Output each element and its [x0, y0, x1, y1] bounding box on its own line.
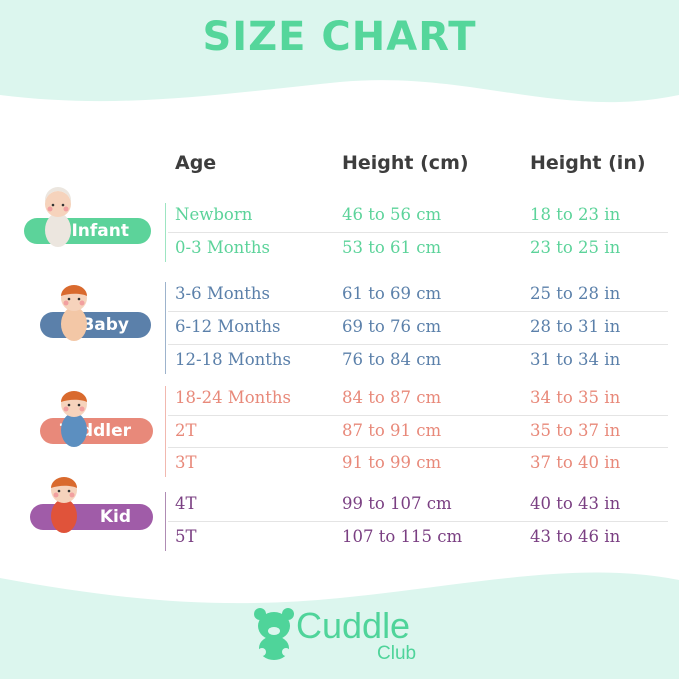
- cell-age: 18-24 Months: [175, 388, 291, 407]
- group-divider: [165, 203, 166, 262]
- row-separator: [168, 447, 668, 448]
- child-illustration-icon: [61, 285, 87, 341]
- cell-cm: 61 to 69 cm: [342, 284, 442, 303]
- bear-icon: [254, 608, 294, 660]
- cell-cm: 46 to 56 cm: [342, 205, 442, 224]
- group-divider: [165, 492, 166, 551]
- header-height-cm: Height (cm): [342, 152, 469, 174]
- category-badge-baby: Baby: [40, 312, 151, 338]
- cell-age: 3T: [175, 453, 197, 472]
- cell-age: Newborn: [175, 205, 253, 224]
- cell-cm: 99 to 107 cm: [342, 494, 452, 513]
- cell-age: 4T: [175, 494, 197, 513]
- logo-text-cuddle: Cuddle: [296, 605, 411, 646]
- cell-in: 40 to 43 in: [530, 494, 621, 513]
- header-age: Age: [175, 152, 217, 174]
- header-height-in: Height (in): [530, 152, 646, 174]
- category-badge-infant: Infant: [24, 218, 151, 244]
- cell-age: 5T: [175, 527, 197, 546]
- bottom-wave: [0, 572, 679, 679]
- cell-age: 3-6 Months: [175, 284, 270, 303]
- child-illustration-icon: [45, 187, 71, 247]
- page-title: SIZE CHART: [202, 14, 477, 60]
- child-illustration-icon: [51, 477, 77, 533]
- logo-text-club: Club: [377, 643, 417, 664]
- cell-in: 34 to 35 in: [530, 388, 621, 407]
- cell-cm: 107 to 115 cm: [342, 527, 463, 546]
- cell-cm: 87 to 91 cm: [342, 421, 442, 440]
- row-separator: [168, 311, 668, 312]
- cell-in: 23 to 25 in: [530, 238, 621, 257]
- row-separator: [168, 415, 668, 416]
- cell-in: 43 to 46 in: [530, 527, 621, 546]
- cell-in: 37 to 40 in: [530, 453, 621, 472]
- brand-logo: Cuddle Club: [252, 606, 416, 665]
- cell-in: 25 to 28 in: [530, 284, 621, 303]
- cell-cm: 53 to 61 cm: [342, 238, 442, 257]
- cell-age: 12-18 Months: [175, 350, 291, 369]
- row-separator: [168, 344, 668, 345]
- cell-cm: 76 to 84 cm: [342, 350, 442, 369]
- cell-in: 35 to 37 in: [530, 421, 621, 440]
- group-divider: [165, 282, 166, 374]
- cell-cm: 91 to 99 cm: [342, 453, 442, 472]
- top-wave: [0, 0, 679, 103]
- cell-cm: 84 to 87 cm: [342, 388, 442, 407]
- row-separator: [168, 232, 668, 233]
- cell-in: 28 to 31 in: [530, 317, 621, 336]
- cell-in: 31 to 34 in: [530, 350, 621, 369]
- cell-in: 18 to 23 in: [530, 205, 621, 224]
- cell-age: 0-3 Months: [175, 238, 270, 257]
- row-separator: [168, 521, 668, 522]
- cell-age: 6-12 Months: [175, 317, 281, 336]
- group-divider: [165, 386, 166, 477]
- cell-cm: 69 to 76 cm: [342, 317, 442, 336]
- child-illustration-icon: [61, 391, 87, 447]
- category-badge-kid: Kid: [30, 504, 153, 530]
- cell-age: 2T: [175, 421, 197, 440]
